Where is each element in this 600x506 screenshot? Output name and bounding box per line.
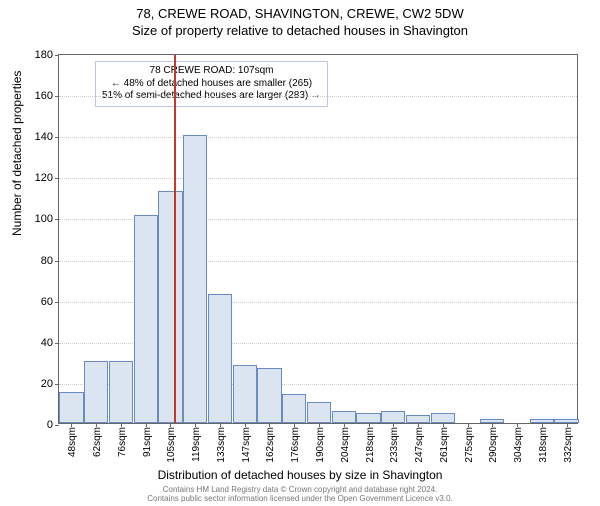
gridline — [59, 178, 577, 179]
ytick-mark — [55, 302, 59, 303]
property-marker-line — [174, 55, 176, 423]
ytick-mark — [55, 137, 59, 138]
gridline — [59, 137, 577, 138]
annotation-line-1: 78 CREWE ROAD: 107sqm — [102, 65, 321, 78]
xtick-label: 91sqm — [142, 427, 153, 457]
histogram-bar — [183, 135, 207, 423]
ytick-label: 100 — [35, 213, 53, 225]
xtick-label: 318sqm — [538, 427, 549, 463]
histogram-bar — [356, 413, 380, 423]
histogram-bar — [257, 368, 281, 424]
chart-title-address: 78, CREWE ROAD, SHAVINGTON, CREWE, CW2 5… — [0, 6, 600, 21]
ytick-label: 160 — [35, 90, 53, 102]
ytick-label: 0 — [47, 419, 53, 431]
attribution-footer: Contains HM Land Registry data © Crown c… — [0, 486, 600, 504]
histogram-bar — [307, 402, 331, 423]
xtick-label: 62sqm — [92, 427, 103, 457]
xtick-label: 147sqm — [241, 427, 252, 463]
ytick-label: 40 — [41, 337, 53, 349]
x-axis-label: Distribution of detached houses by size … — [0, 468, 600, 482]
xtick-label: 247sqm — [414, 427, 425, 463]
xtick-label: 261sqm — [439, 427, 450, 463]
histogram-bar — [381, 411, 405, 423]
xtick-label: 218sqm — [365, 427, 376, 463]
xtick-label: 290sqm — [488, 427, 499, 463]
histogram-bar — [406, 415, 430, 423]
y-axis-label: Number of detached properties — [10, 71, 24, 236]
ytick-label: 180 — [35, 49, 53, 61]
histogram-bar — [59, 392, 83, 423]
xtick-label: 48sqm — [67, 427, 78, 457]
xtick-label: 162sqm — [265, 427, 276, 463]
histogram-bar — [208, 294, 232, 424]
ytick-label: 80 — [41, 255, 53, 267]
ytick-label: 20 — [41, 378, 53, 390]
xtick-label: 204sqm — [340, 427, 351, 463]
xtick-label: 233sqm — [389, 427, 400, 463]
histogram-bar — [109, 361, 133, 423]
ytick-mark — [55, 96, 59, 97]
xtick-label: 133sqm — [216, 427, 227, 463]
histogram-plot-area: 78 CREWE ROAD: 107sqm ← 48% of detached … — [58, 54, 578, 424]
ytick-mark — [55, 425, 59, 426]
histogram-bar — [282, 394, 306, 423]
histogram-bar — [431, 413, 455, 423]
xtick-label: 119sqm — [191, 427, 202, 462]
ytick-mark — [55, 384, 59, 385]
ytick-mark — [55, 343, 59, 344]
annotation-box: 78 CREWE ROAD: 107sqm ← 48% of detached … — [95, 61, 328, 107]
xtick-label: 176sqm — [290, 427, 301, 463]
chart-title-sub: Size of property relative to detached ho… — [0, 23, 600, 38]
xtick-label: 332sqm — [563, 427, 574, 463]
ytick-label: 140 — [35, 131, 53, 143]
histogram-bar — [332, 411, 356, 423]
ytick-label: 60 — [41, 296, 53, 308]
annotation-line-2: ← 48% of detached houses are smaller (26… — [102, 78, 321, 91]
xtick-label: 275sqm — [464, 427, 475, 463]
ytick-mark — [55, 261, 59, 262]
gridline — [59, 96, 577, 97]
xtick-label: 76sqm — [117, 427, 128, 457]
xtick-label: 190sqm — [315, 427, 326, 463]
xtick-label: 105sqm — [166, 427, 177, 463]
xtick-label: 304sqm — [513, 427, 524, 463]
ytick-mark — [55, 178, 59, 179]
histogram-bar — [84, 361, 108, 423]
histogram-bar — [134, 215, 158, 423]
ytick-label: 120 — [35, 172, 53, 184]
ytick-mark — [55, 219, 59, 220]
histogram-bar — [233, 365, 257, 423]
histogram-bar — [158, 191, 182, 423]
ytick-mark — [55, 55, 59, 56]
